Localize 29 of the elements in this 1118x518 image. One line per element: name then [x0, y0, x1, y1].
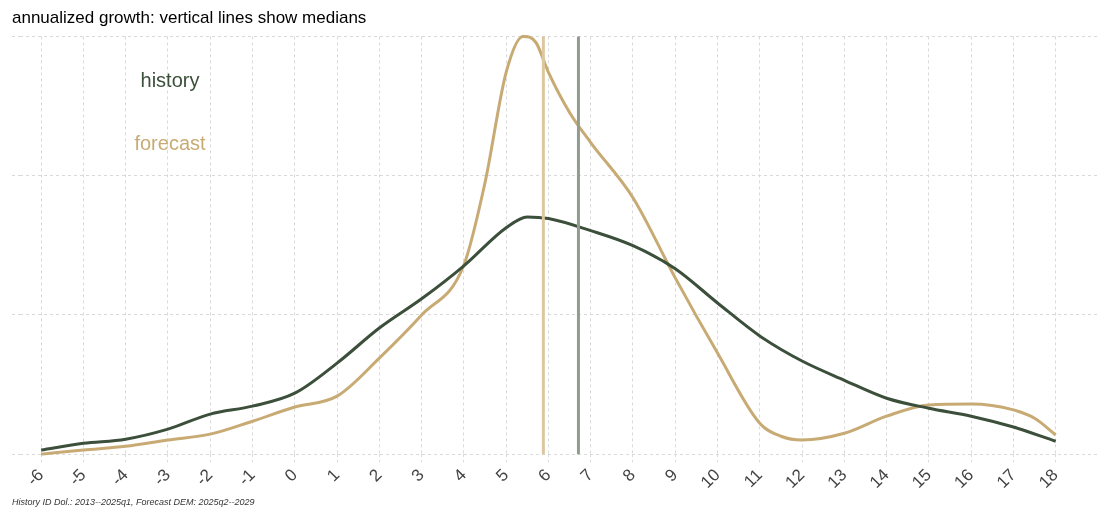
- x-tick-label: 17: [992, 465, 1020, 492]
- x-tick-label: 0: [280, 465, 301, 486]
- x-tick-label: 7: [576, 465, 597, 486]
- x-tick-label: 1: [323, 465, 344, 486]
- x-tick-label: -2: [192, 465, 217, 490]
- x-tick-label: 15: [908, 465, 936, 492]
- x-tick-label: 8: [618, 465, 640, 486]
- text: forecast: [134, 131, 207, 154]
- x-tick-label: 12: [781, 465, 809, 492]
- x-tick-label: 4: [449, 465, 471, 486]
- x-tick-label: -5: [65, 465, 90, 490]
- x-tick-label: 10: [696, 465, 724, 492]
- x-tick-label: 14: [865, 465, 893, 492]
- x-tick-label: 16: [950, 465, 978, 492]
- x-tick-label: 3: [407, 465, 428, 486]
- chart-title: annualized growth: vertical lines show medians: [12, 7, 367, 27]
- x-tick-label: -3: [149, 465, 175, 490]
- x-tick-label: 5: [492, 465, 513, 486]
- x-tick-label: 18: [1035, 465, 1062, 492]
- x-tick-label: 9: [661, 465, 682, 486]
- x-tick-label: -4: [107, 465, 132, 490]
- x-tick-label: 6: [534, 465, 555, 486]
- text: history: [140, 68, 200, 91]
- x-tick-label: -1: [234, 465, 259, 490]
- text: History ID Dol.: 2013--2025q1, Forecast DEM: 2025q2--2029: [12, 497, 255, 507]
- x-tick-label: 13: [823, 465, 851, 492]
- x-tick-label: 11: [740, 465, 766, 492]
- x-tick-label: 2: [365, 465, 386, 486]
- x-tick-label: -6: [23, 465, 48, 490]
